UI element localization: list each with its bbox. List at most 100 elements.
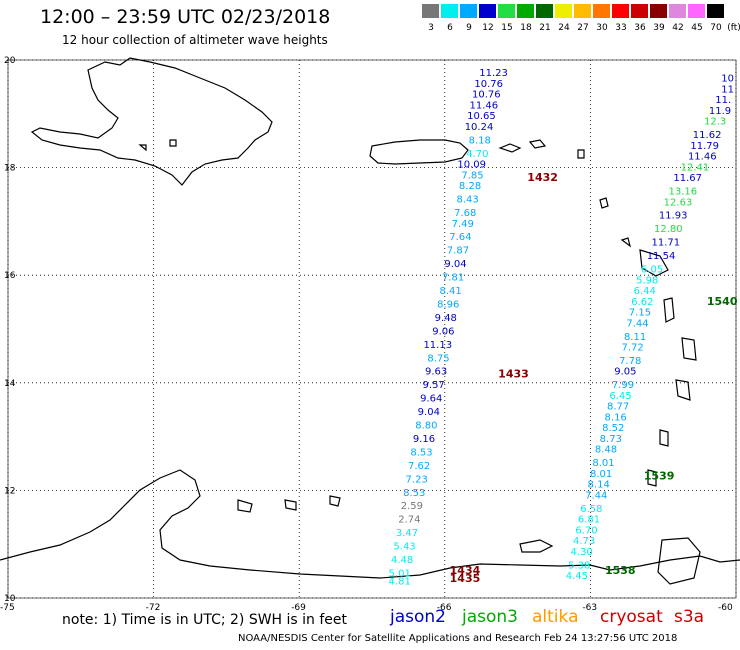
- pass-time-label: 1538: [605, 564, 636, 577]
- lon-tick-label: -72: [146, 603, 161, 613]
- wave-height-value: 2.59: [401, 501, 423, 512]
- altimeter-tracks: 11.2310.7610.7611.4610.6510.248.184.7010…: [389, 68, 734, 587]
- wave-height-value: 12.80: [654, 224, 683, 235]
- legend-swatch-70: [707, 4, 724, 18]
- wave-height-value: 11.79: [690, 141, 719, 152]
- wave-height-value: 8.53: [410, 447, 432, 458]
- track-west-pass: 11.2310.7610.7611.4610.6510.248.184.7010…: [389, 68, 508, 587]
- wave-height-value: 7.44: [585, 490, 607, 501]
- wave-height-value: 10: [721, 74, 734, 85]
- wave-height-value: 9.16: [413, 434, 435, 445]
- legend-label-15: 15: [501, 23, 513, 33]
- credit-line: NOAA/NESDIS Center for Satellite Applica…: [238, 633, 678, 644]
- wave-height-value: 11.: [715, 95, 731, 106]
- coast-south-america: [0, 469, 740, 579]
- pass-time-label: 1539: [644, 470, 675, 483]
- wave-height-value: 8.28: [459, 181, 481, 192]
- wave-height-value: 8.96: [437, 299, 459, 310]
- coast-virgin-islands: [498, 139, 547, 153]
- wave-height-value: 4.48: [391, 555, 413, 566]
- lat-tick-label: 16: [4, 271, 16, 281]
- wave-height-value: 12.3: [704, 117, 726, 128]
- pass-time-label: 1433: [498, 367, 529, 380]
- wave-height-value: 9.64: [420, 394, 442, 405]
- legend-label-21: 21: [539, 23, 551, 33]
- wave-height-value: 7.64: [449, 232, 471, 243]
- wave-height-value: 8.01: [592, 458, 614, 469]
- legend-label-6: 6: [447, 23, 453, 33]
- legend-swatch-18: [517, 4, 534, 18]
- wave-height-value: 10.65: [467, 111, 496, 122]
- legend-swatch-33: [612, 4, 629, 18]
- wave-height-value: 8.43: [457, 195, 479, 206]
- lat-tick-label: 10: [4, 594, 16, 604]
- coast-lesser-antilles: [577, 149, 697, 487]
- legend-swatch-6: [441, 4, 458, 18]
- wave-height-value: 11.9: [709, 106, 731, 117]
- legend-swatch-30: [593, 4, 610, 18]
- wave-height-value: 11.46: [470, 100, 499, 111]
- wave-height-value: 4.73: [573, 536, 595, 547]
- wave-height-value: 5.98: [636, 275, 658, 286]
- wave-height-value: 8.52: [602, 423, 624, 434]
- lon-tick-label: -63: [582, 603, 597, 613]
- wave-height-value: 9.05: [614, 367, 636, 378]
- satellite-cryosat: cryosat: [600, 607, 663, 627]
- wave-height-value: 5.01: [389, 568, 411, 579]
- wave-height-value: 11: [721, 84, 734, 95]
- wave-height-value: 8.80: [415, 421, 437, 432]
- wave-height-value: 8.01: [590, 469, 612, 480]
- wave-height-value: 11.71: [652, 238, 681, 249]
- lat-tick-label: 20: [4, 56, 16, 66]
- wave-height-value: 7.15: [629, 308, 651, 319]
- wave-height-value: 7.62: [408, 461, 430, 472]
- legend-swatch-12: [479, 4, 496, 18]
- wave-height-value: 12.63: [664, 197, 693, 208]
- wave-height-value: 3.47: [396, 528, 418, 539]
- legend-swatch-42: [669, 4, 686, 18]
- legend-label-70: 70: [710, 23, 722, 33]
- wave-height-value: 9.57: [423, 380, 445, 391]
- legend-label-24: 24: [558, 23, 570, 33]
- legend-label-12: 12: [482, 23, 494, 33]
- wave-height-value: 9.63: [425, 367, 447, 378]
- satellite-altika: altika: [532, 607, 579, 627]
- legend-swatch-21: [536, 4, 553, 18]
- wave-height-value: 11.93: [659, 211, 688, 222]
- wave-height-value: 6.58: [580, 504, 602, 515]
- wave-height-value: 9.06: [432, 326, 454, 337]
- wave-height-value: 8.16: [605, 412, 627, 423]
- wave-height-value: 13.16: [669, 187, 698, 198]
- wave-height-value: 7.23: [406, 474, 428, 485]
- legend-label-18: 18: [520, 23, 532, 33]
- coastlines: [0, 57, 740, 585]
- wave-height-value: 7.44: [626, 318, 648, 329]
- wave-height-value: 11.67: [673, 173, 702, 184]
- legend-swatch-39: [650, 4, 667, 18]
- legend-unit: (ft): [727, 23, 740, 33]
- wave-height-value: 6.81: [578, 515, 600, 526]
- legend-swatch-36: [631, 4, 648, 18]
- legend-label-45: 45: [691, 23, 703, 33]
- lon-tick-label: -66: [437, 603, 452, 613]
- satellite-jason2: jason2: [390, 607, 446, 627]
- legend-swatch-45: [688, 4, 705, 18]
- wave-height-value: 9.04: [418, 407, 440, 418]
- graticule: [7, 59, 737, 599]
- satellite-jason3: jason3: [462, 607, 518, 627]
- wave-height-value: 4.30: [571, 547, 593, 558]
- legend-label-27: 27: [577, 23, 589, 33]
- wave-height-value: 12.41: [681, 162, 710, 173]
- wave-height-value: 10.09: [457, 160, 486, 171]
- wave-height-value: 4.81: [389, 577, 411, 588]
- wave-height-value: 8.41: [440, 286, 462, 297]
- legend-swatch-15: [498, 4, 515, 18]
- wave-height-value: 8.11: [624, 332, 646, 343]
- wave-height-value: 6.70: [575, 525, 597, 536]
- chart-title: 12:00 – 23:59 UTC 02/23/2018: [40, 6, 331, 28]
- coast-abc-islands: [237, 495, 341, 513]
- map-frame: [7, 59, 737, 599]
- wave-height-value: 7.85: [461, 170, 483, 181]
